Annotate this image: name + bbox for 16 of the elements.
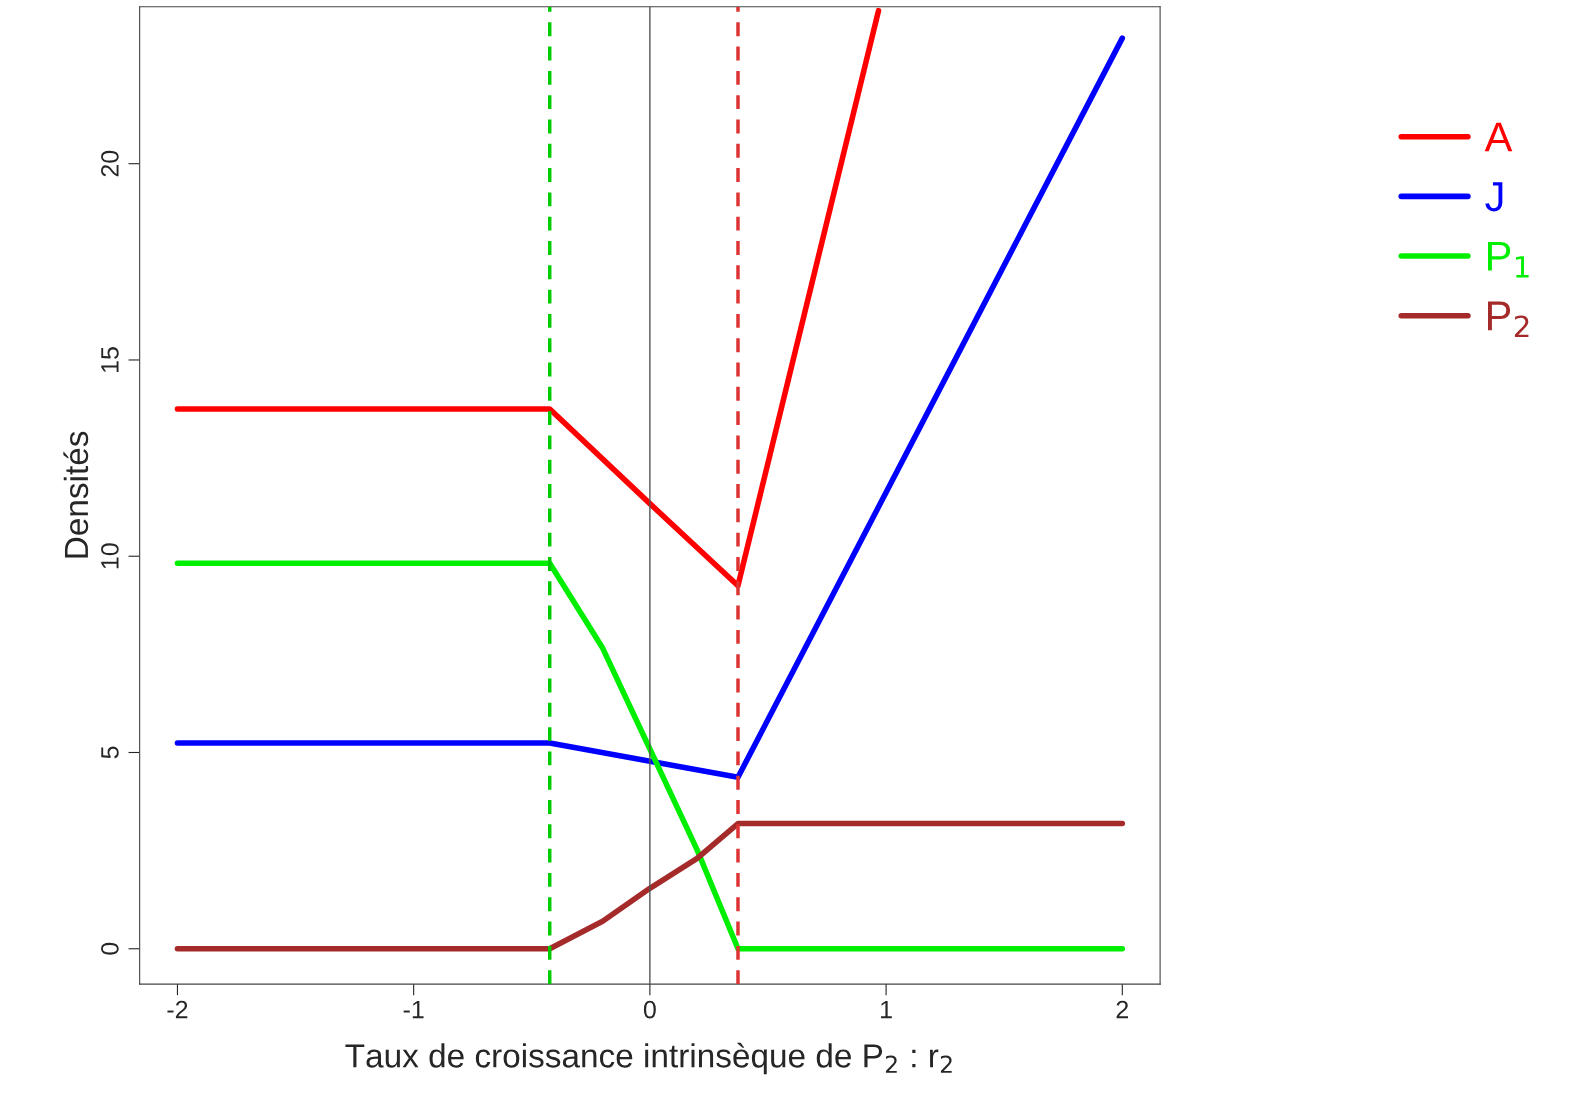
y-tick-label: 20 [101,150,119,177]
legend-label: P$_{2}$ [1488,301,1529,338]
y-axis-title: Densités [63,431,89,558]
x-tick-label: -1 [403,1000,424,1019]
y-tick-label: 0 [101,942,119,955]
legend-label: P$_{1}$ [1488,241,1529,278]
y-tick-label: 10 [101,543,119,569]
legend-label: A [1484,122,1513,152]
x-tick-label: -2 [167,1000,188,1019]
legend-label: J [1485,182,1503,212]
x-tick-label: 1 [881,1000,892,1019]
x-tick-label: 0 [643,1000,656,1019]
x-axis-title: Taux de croissance intrinsèque de P$_{2}$ : r$_{2}$ [345,1042,952,1075]
y-tick-label: 15 [101,347,119,372]
y-tick-label: 5 [101,746,119,759]
x-tick-label: 2 [1116,1000,1128,1019]
